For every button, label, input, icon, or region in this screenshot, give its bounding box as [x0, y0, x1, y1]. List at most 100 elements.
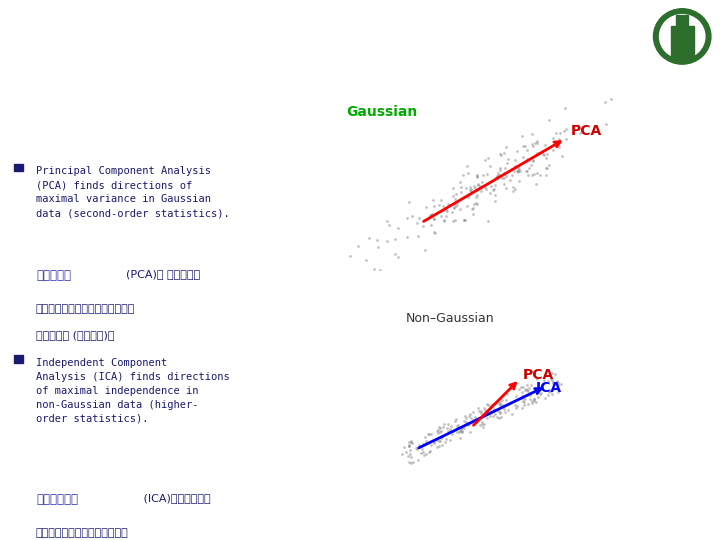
Point [511, 146, 523, 155]
Point [454, 434, 466, 443]
Point [449, 216, 461, 225]
Point [518, 152, 529, 161]
Point [381, 217, 392, 225]
Point [450, 190, 462, 198]
Point [426, 213, 438, 221]
Point [526, 171, 538, 180]
Point [474, 182, 486, 191]
Bar [14, 355, 23, 362]
Point [523, 171, 534, 179]
Point [472, 404, 484, 413]
Point [470, 199, 482, 207]
Point [455, 427, 467, 435]
Point [546, 375, 557, 384]
Point [490, 409, 501, 418]
Point [447, 183, 459, 192]
Point [490, 197, 501, 206]
Point [487, 411, 498, 420]
Point [547, 385, 559, 394]
Text: PCA: PCA [571, 124, 603, 138]
Point [526, 381, 537, 389]
Point [494, 150, 505, 158]
Point [500, 184, 512, 192]
Text: Independent Component
Analysis (ICA) finds directions
of maximal independence in: Independent Component Analysis (ICA) fin… [36, 358, 230, 424]
Point [453, 421, 464, 429]
Point [528, 157, 539, 165]
Point [510, 391, 521, 400]
Point [516, 404, 528, 413]
Point [420, 246, 431, 255]
Point [485, 403, 496, 411]
Point [523, 387, 534, 396]
Point [426, 210, 438, 219]
Point [560, 134, 572, 143]
Point [534, 171, 545, 179]
Point [606, 95, 617, 104]
Point [512, 166, 523, 175]
Point [519, 395, 531, 404]
Point [433, 200, 445, 209]
Point [494, 398, 505, 407]
Point [527, 397, 539, 406]
Point [544, 115, 555, 124]
Point [553, 142, 564, 151]
Point [540, 153, 552, 162]
Point [464, 186, 475, 194]
Point [523, 163, 535, 172]
Point [436, 434, 447, 442]
Point [398, 443, 410, 451]
Point [495, 165, 506, 174]
Point [504, 176, 516, 185]
Point [468, 200, 480, 208]
Point [465, 185, 477, 193]
Point [406, 438, 418, 447]
Point [543, 161, 554, 170]
Point [494, 400, 505, 408]
Point [458, 215, 469, 224]
Point [428, 438, 439, 447]
Point [437, 422, 449, 431]
Point [368, 264, 379, 273]
Point [550, 129, 562, 138]
Point [454, 204, 466, 213]
Point [600, 120, 612, 129]
Point [552, 381, 564, 390]
Point [459, 215, 471, 224]
Point [467, 210, 478, 218]
Point [397, 449, 408, 458]
Point [517, 397, 528, 406]
Point [442, 427, 454, 435]
Text: 主成分分析: 主成分分析 [36, 269, 71, 282]
Point [451, 415, 462, 424]
Point [390, 250, 401, 259]
Point [392, 253, 404, 262]
Point [428, 195, 439, 204]
Point [509, 401, 521, 409]
Point [536, 383, 548, 392]
Point [412, 219, 423, 227]
Point [523, 384, 535, 393]
Point [448, 204, 459, 212]
Point [553, 379, 564, 387]
Point [401, 213, 413, 222]
Point [439, 437, 451, 446]
Point [490, 173, 502, 181]
Point [502, 406, 513, 415]
Point [499, 407, 510, 416]
Point [485, 181, 497, 190]
Point [481, 169, 492, 178]
Point [506, 409, 518, 418]
Point [513, 163, 524, 171]
Point [382, 237, 393, 245]
Point [457, 171, 469, 179]
Point [513, 176, 525, 185]
Point [405, 446, 416, 454]
Point [526, 399, 537, 408]
Point [423, 448, 434, 456]
Point [496, 395, 508, 404]
Point [518, 394, 529, 402]
Point [494, 409, 505, 417]
Point [523, 394, 535, 403]
Point [418, 439, 429, 448]
Point [467, 204, 479, 212]
